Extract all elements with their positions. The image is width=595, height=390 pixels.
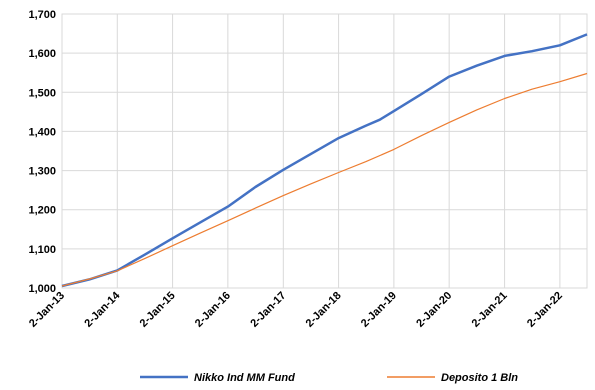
y-tick-label: 1,000 bbox=[28, 283, 56, 295]
x-tick-label: 2-Jan-19 bbox=[359, 290, 399, 330]
series-line-deposito-1-bln bbox=[61, 72, 588, 287]
x-tick-label: 2-Jan-14 bbox=[82, 289, 123, 330]
plot-border bbox=[61, 13, 588, 289]
legend: Nikko Ind MM Fund Deposito 1 Bln bbox=[140, 372, 518, 384]
x-tick-label: 2-Jan-22 bbox=[525, 290, 565, 330]
x-tick-label: 2-Jan-18 bbox=[304, 290, 344, 330]
y-tick-label: 1,400 bbox=[28, 126, 56, 138]
series-line-nikko-ind-mm-fund bbox=[61, 33, 588, 288]
x-tick-label: 2-Jan-16 bbox=[193, 290, 233, 330]
y-tick-label: 1,500 bbox=[28, 87, 56, 99]
y-tick-label: 1,300 bbox=[28, 166, 56, 178]
grid bbox=[61, 13, 588, 289]
legend-label: Nikko Ind MM Fund bbox=[194, 372, 295, 384]
x-tick-label: 2-Jan-13 bbox=[27, 290, 67, 330]
x-tick-label: 2-Jan-20 bbox=[414, 290, 454, 330]
y-tick-label: 1,200 bbox=[28, 205, 56, 217]
legend-label: Deposito 1 Bln bbox=[441, 372, 518, 384]
y-tick-label: 1,100 bbox=[28, 244, 56, 256]
x-tick-label: 2-Jan-17 bbox=[248, 290, 288, 330]
x-tick-label: 2-Jan-21 bbox=[470, 290, 510, 330]
series-lines bbox=[61, 33, 588, 288]
y-tick-label: 1,600 bbox=[28, 48, 56, 60]
x-axis-ticks: 2-Jan-13 2-Jan-14 2-Jan-15 2-Jan-16 2-Jan-17… bbox=[27, 289, 565, 330]
y-tick-label: 1,700 bbox=[28, 9, 56, 21]
x-tick-label: 2-Jan-15 bbox=[138, 290, 178, 330]
y-axis-ticks: 1,000 1,100 1,200 1,300 1,400 1,500 1,600 1,700 bbox=[28, 9, 56, 295]
